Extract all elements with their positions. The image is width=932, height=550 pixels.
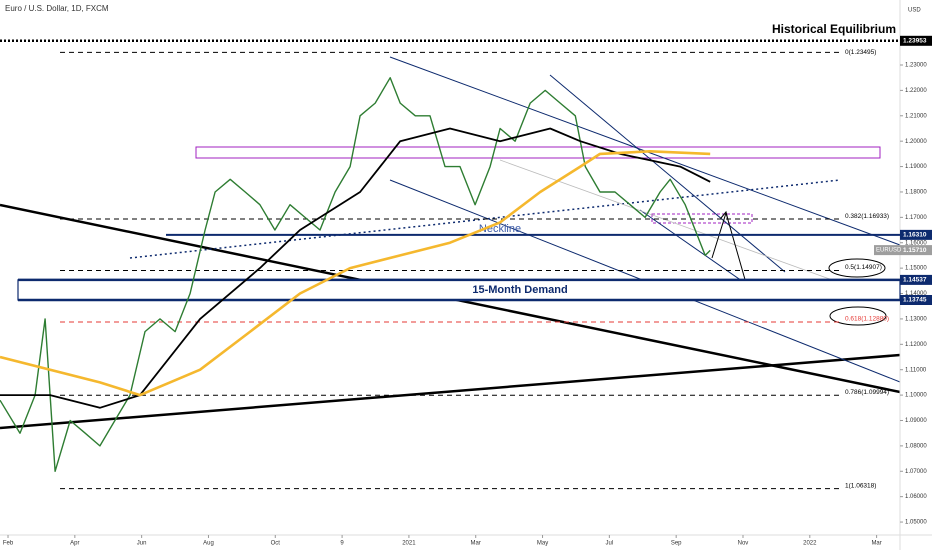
y-tick-label: 1.23000: [905, 63, 927, 69]
price-tag: [900, 229, 932, 240]
y-tick-label: 1.14000: [905, 291, 927, 297]
fib-label: 0.618(1.12880): [845, 316, 889, 323]
price-tag: [900, 274, 932, 285]
demand-label: 15-Month Demand: [472, 284, 567, 296]
chart-title: Euro / U.S. Dollar, 1D, FXCM: [5, 4, 109, 13]
y-tick-label: 1.19000: [905, 164, 927, 170]
y-tick-label: 1.09000: [905, 418, 927, 424]
channel-line: [549, 74, 786, 273]
price-line: [0, 77, 711, 472]
price-tag-label: 1.16310: [903, 232, 927, 239]
symbol-tag: [874, 245, 900, 256]
y-tick-label: 1.08000: [905, 443, 927, 449]
y-tick-label: 1.15000: [905, 266, 927, 272]
y-tick-label: 1.17000: [905, 215, 927, 221]
price-tag: [900, 245, 932, 256]
fib-label: 0.786(1.09994): [845, 389, 889, 396]
thin-line: [499, 159, 861, 291]
y-tick-label: 1.12000: [905, 342, 927, 348]
price-tag-label: 1.15710: [903, 247, 927, 254]
price-line: [0, 127, 711, 409]
x-tick-label: Aug: [203, 541, 214, 547]
x-tick-label: Nov: [738, 541, 749, 547]
x-tick-label: Jun: [137, 541, 147, 547]
y-tick-label: 1.21000: [905, 113, 927, 119]
purple-zone: [651, 213, 753, 224]
price-tag: [900, 295, 932, 306]
x-tick-label: Feb: [3, 541, 14, 547]
price-tag-label: 1.23953: [903, 38, 927, 45]
x-tick-label: 2021: [402, 541, 416, 547]
y-tick-label: 1.20000: [905, 139, 927, 145]
x-tick-label: 9: [340, 541, 344, 547]
x-tick-label: Sep: [671, 541, 682, 547]
highlight-oval: [828, 258, 886, 278]
y-tick-label: 1.13000: [905, 316, 927, 322]
demand-zone: [17, 279, 901, 301]
x-tick-label: Mar: [871, 541, 881, 547]
x-tick-label: Mar: [471, 541, 481, 547]
x-tick-label: Jul: [606, 541, 614, 547]
x-tick-label: Oct: [271, 541, 281, 547]
x-tick-label: Apr: [70, 541, 79, 547]
dotted-trendline: [129, 179, 841, 259]
y-tick-label: 1.05000: [905, 520, 927, 526]
price-tag-label: 1.13745: [903, 297, 927, 304]
fib-label: 0.382(1.16933): [845, 213, 889, 220]
price-tag-label: 1.14537: [903, 277, 927, 284]
equilibrium-label: Historical Equilibrium: [772, 22, 896, 36]
y-tick-label: 1.06000: [905, 494, 927, 500]
price-tag: [900, 35, 932, 46]
y-tick-label: 1.07000: [905, 469, 927, 475]
trendline: [0, 353, 901, 430]
y-tick-label: 1.10000: [905, 393, 927, 399]
fib-label: 1(1.06318): [845, 482, 876, 489]
y-tick-label: 1.18000: [905, 190, 927, 196]
x-tick-label: May: [537, 541, 548, 547]
fib-label: 0.5(1.14907): [845, 264, 882, 271]
symbol-label: EURUSD: [876, 248, 902, 254]
fib-label: 0(1.23495): [845, 49, 876, 56]
purple-zone: [195, 146, 881, 159]
highlight-oval: [829, 306, 887, 326]
y-tick-label: 1.16000: [905, 240, 927, 246]
y-tick-label: 1.11000: [905, 367, 927, 373]
price-line: [0, 150, 711, 397]
x-tick-label: 2022: [803, 541, 817, 547]
y-tick-label: 1.22000: [905, 88, 927, 94]
currency: USD: [908, 8, 921, 14]
